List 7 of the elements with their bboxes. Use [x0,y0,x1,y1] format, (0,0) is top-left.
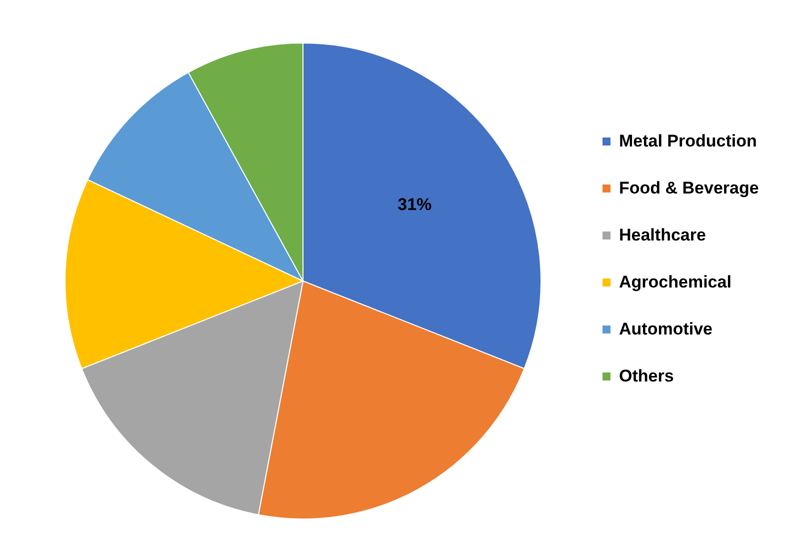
legend-label: Healthcare [619,226,706,244]
legend-label: Others [619,366,674,386]
legend-label: Metal Production [619,132,757,150]
legend-label: Agrochemical [619,272,732,292]
legend-label: Automotive [619,320,712,338]
data-label: 31% [398,195,432,214]
legend-label: Food & Beverage [619,178,759,198]
